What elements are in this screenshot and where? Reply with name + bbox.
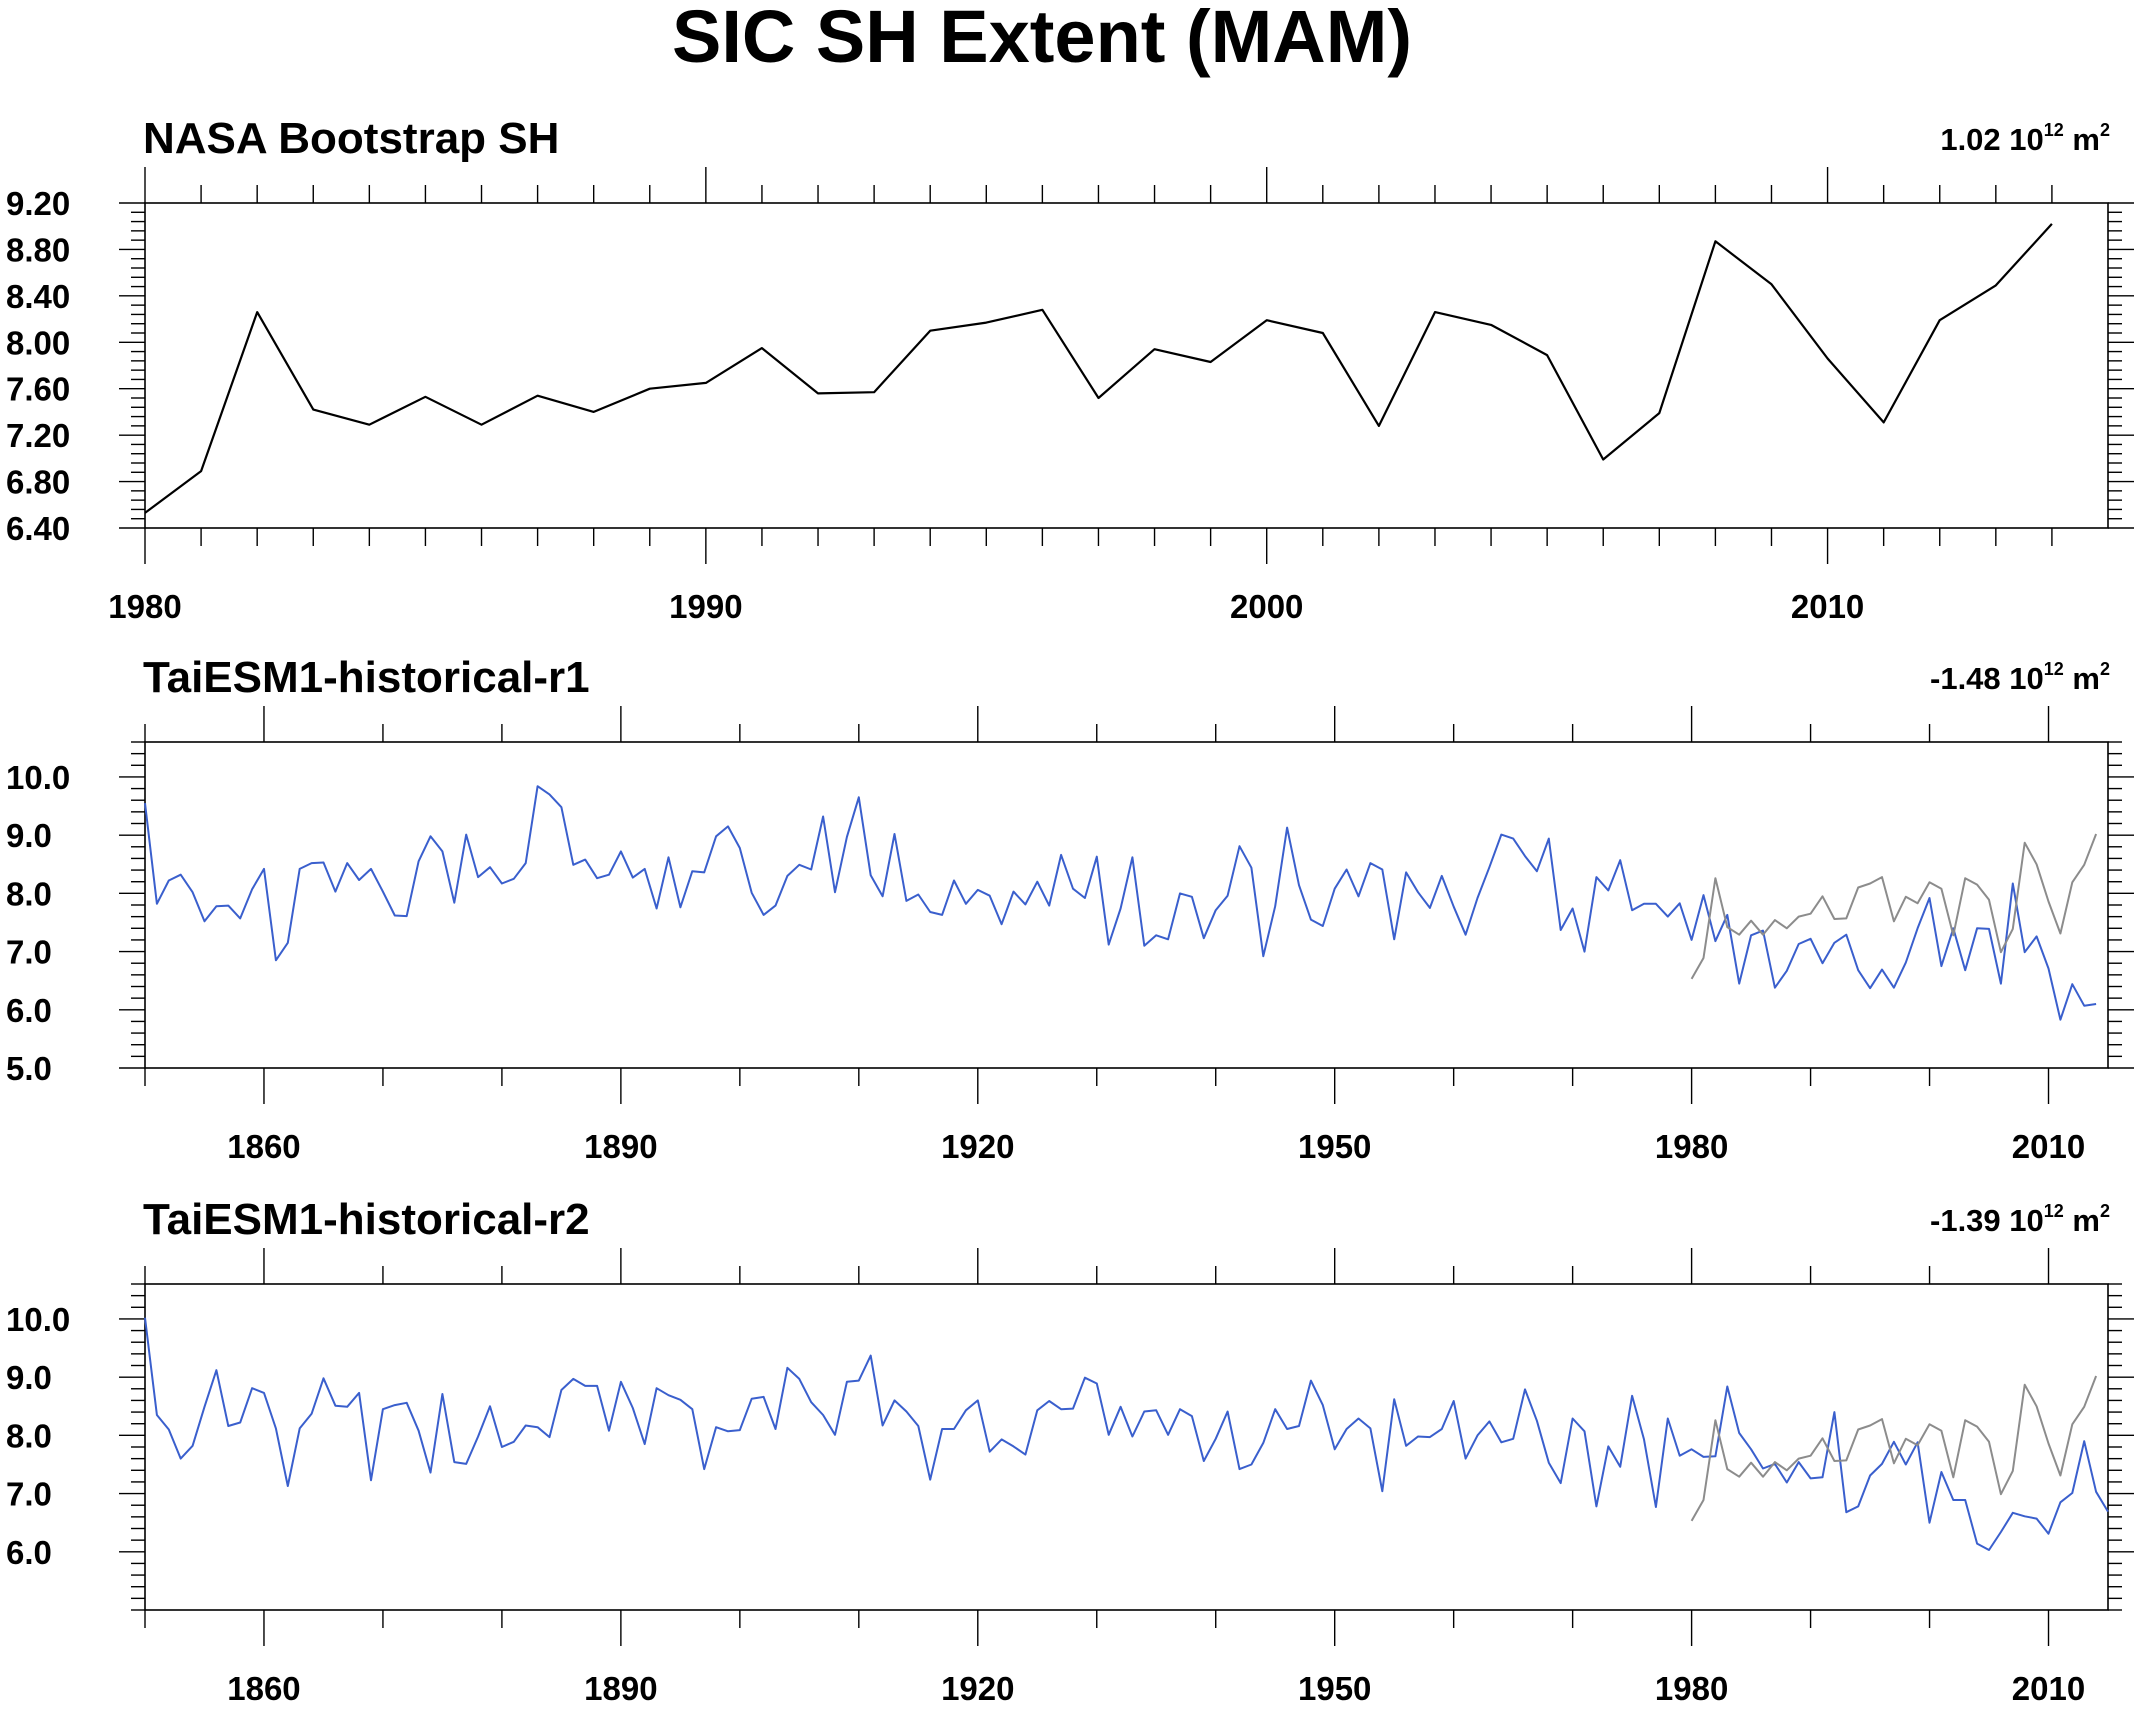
x-tick-label: 1950 [1298, 1670, 1371, 1707]
y-tick-label: 6.80 [6, 464, 70, 501]
y-tick-label: 8.00 [6, 324, 70, 361]
panel-3: TaiESM1-historical-r2 -1.39 1012 m2 1860 18… [6, 1195, 2134, 1707]
y-ticks [119, 1283, 2134, 1611]
panel-title: TaiESM1-historical-r2 [143, 1195, 590, 1244]
x-tick-label: 1890 [584, 1670, 657, 1707]
figure-title: SIC SH Extent (MAM) [672, 0, 1412, 78]
y-tick-label: 7.0 [6, 934, 52, 971]
y-tick-label: 10.0 [6, 1301, 70, 1338]
panel-title: NASA Bootstrap SH [143, 114, 559, 163]
x-tick-label: 1860 [227, 1670, 300, 1707]
y-tick-label: 8.0 [6, 1417, 52, 1454]
y-tick-label: 5.0 [6, 1050, 52, 1087]
panel-2: TaiESM1-historical-r1 -1.48 1012 m2 1860 18… [6, 653, 2134, 1165]
y-ticks [119, 741, 2134, 1069]
series-line-obs_overlay [1690, 1375, 2098, 1522]
y-tick-label: 7.0 [6, 1476, 52, 1513]
y-tick-label: 9.20 [6, 185, 70, 222]
x-tick-label: 1980 [1655, 1670, 1728, 1707]
y-tick-label: 9.0 [6, 1359, 52, 1396]
trend-label: 1.02 1012 m2 [1940, 120, 2110, 157]
y-tick-label: 8.0 [6, 875, 52, 912]
panel-title: TaiESM1-historical-r1 [143, 653, 590, 702]
x-tick-label: 2010 [2012, 1128, 2085, 1165]
y-tick-label: 9.0 [6, 817, 52, 854]
series-line-obs [144, 223, 2053, 514]
y-ticks [119, 202, 2134, 529]
x-tick-label: 1950 [1298, 1128, 1371, 1165]
y-tick-label: 6.0 [6, 1534, 52, 1571]
x-ticks [144, 706, 2050, 1104]
x-tick-label: 2010 [1791, 588, 1864, 625]
series-line-model [144, 785, 2097, 1021]
y-tick-label: 6.40 [6, 510, 70, 547]
x-tick-label: 2000 [1230, 588, 1303, 625]
trend-label: -1.39 1012 m2 [1930, 1201, 2110, 1238]
plot-frame [144, 741, 2109, 1069]
x-tick-label: 2010 [2012, 1670, 2085, 1707]
x-ticks [144, 167, 2053, 564]
y-tick-label: 8.80 [6, 231, 70, 268]
plot-frame [144, 1283, 2109, 1611]
x-tick-label: 1990 [669, 588, 742, 625]
series-line-model [144, 1317, 2109, 1551]
x-ticks [144, 1248, 2050, 1646]
trend-label: -1.48 1012 m2 [1930, 659, 2110, 696]
panel-1: NASA Bootstrap SH 1.02 1012 m2 1980 1990 200… [6, 114, 2134, 625]
y-tick-label: 8.40 [6, 278, 70, 315]
series-line-obs_overlay [1690, 833, 2098, 980]
x-tick-label: 1920 [941, 1670, 1014, 1707]
x-tick-label: 1980 [108, 588, 181, 625]
x-tick-label: 1890 [584, 1128, 657, 1165]
x-tick-label: 1980 [1655, 1128, 1728, 1165]
x-tick-label: 1860 [227, 1128, 300, 1165]
plot-frame [144, 202, 2109, 529]
x-tick-label: 1920 [941, 1128, 1014, 1165]
y-tick-label: 10.0 [6, 759, 70, 796]
panels: NASA Bootstrap SH 1.02 1012 m2 1980 1990 200… [6, 114, 2134, 1707]
y-tick-label: 6.0 [6, 992, 52, 1029]
y-tick-label: 7.20 [6, 417, 70, 454]
y-tick-label: 7.60 [6, 371, 70, 408]
